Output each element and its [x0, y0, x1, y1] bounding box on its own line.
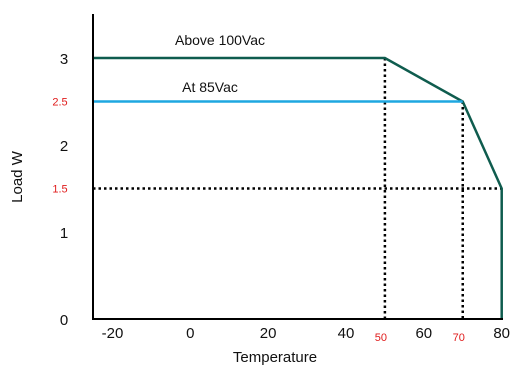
y-tick-label: 0	[60, 312, 68, 329]
x-tick-label: 40	[338, 325, 355, 342]
x-tick-label: 50	[375, 332, 387, 344]
series-labels: Above 100Vac At 85Vac	[175, 32, 265, 95]
axes	[92, 14, 503, 320]
y-tick-label: 2	[60, 138, 68, 155]
x-tick-label: 0	[186, 325, 194, 342]
reference-lines	[93, 58, 502, 319]
y-tick-label: 3	[60, 51, 68, 68]
series-label-0: Above 100Vac	[175, 32, 265, 48]
y-tick-label: 1.5	[52, 184, 67, 196]
y-tick-labels: 0 1 1.5 2 2.5 3	[52, 51, 68, 329]
x-tick-label: 20	[260, 325, 277, 342]
x-tick-label: 60	[415, 325, 432, 342]
x-axis-title: Temperature	[233, 349, 317, 366]
x-tick-label: -20	[102, 325, 124, 342]
y-tick-label: 1	[60, 225, 68, 242]
series-label-1: At 85Vac	[182, 79, 238, 95]
x-tick-label: 80	[493, 325, 510, 342]
series-lines	[93, 56, 503, 319]
y-axis-title: Load W	[9, 150, 26, 203]
x-tick-label: 70	[453, 332, 465, 344]
x-tick-labels: -20 0 20 40 50 60 70 80	[102, 325, 510, 344]
y-tick-label: 2.5	[52, 97, 67, 109]
